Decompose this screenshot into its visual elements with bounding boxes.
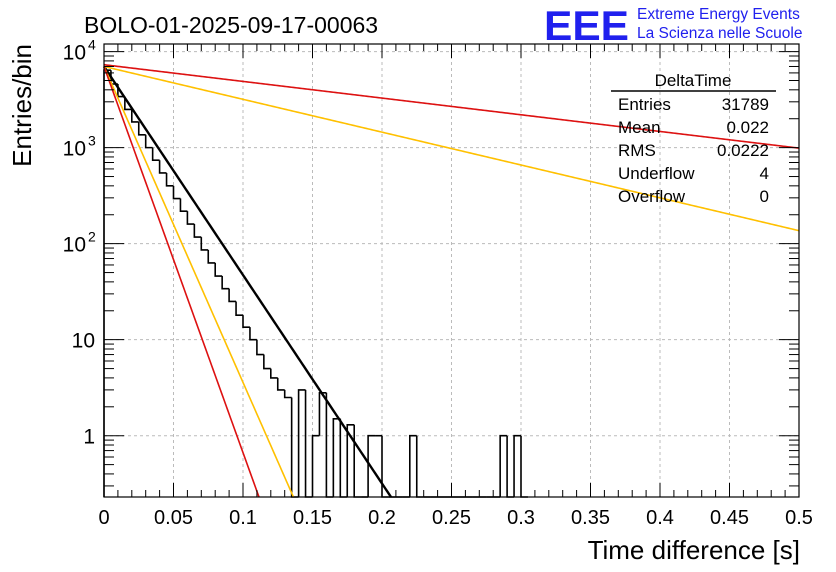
stats-label: Underflow [618,164,695,183]
fit-curve-lower-orange [103,66,295,498]
fit-curve-lower-red [103,66,260,498]
x-tick-label: 0.3 [507,507,535,529]
histogram-bin [270,368,278,379]
histogram-bin [513,434,521,497]
fit-curve-upper-red [103,63,800,149]
y-tick-label: 10 [63,42,86,65]
grid-lines [104,44,799,497]
logo-line-1: Extreme Energy Events [637,6,800,23]
x-tick-label: 0.2 [368,507,396,529]
x-tick-label: 0.05 [154,507,193,529]
x-tick-label: 0.15 [293,507,332,529]
histogram-bin [263,354,271,370]
histogram-bin [158,160,167,174]
y-tick-exponent: 2 [88,229,96,245]
histogram-bin [137,121,146,136]
histogram-bin [131,109,139,123]
x-tick-label: 0 [98,507,109,529]
histogram [103,69,528,498]
stats-value: 4 [760,164,769,183]
histogram-bin [242,315,250,328]
y-axis-ticks [104,51,799,487]
histogram-bin [283,389,292,399]
histogram-bin [186,211,195,225]
y-tick-exponent: 3 [88,133,96,149]
histogram-bin [200,237,209,251]
x-tick-label: 0.45 [710,507,749,529]
y-tick-label: 10 [63,234,86,257]
histogram-bin [506,435,515,498]
x-tick-label: 0.25 [432,507,471,529]
histogram-bin [311,434,320,497]
x-tick-label: 0.1 [229,507,257,529]
logo-line-2: La Scienza nelle Scuole [637,25,802,42]
histogram-bin [193,224,202,238]
histogram-bin [151,147,160,161]
chart-title: BOLO-01-2025-09-17-00063 [84,12,378,38]
stats-title: DeltaTime [655,71,732,90]
histogram-bin [276,377,285,391]
histogram-bin [415,435,424,498]
histogram-bin [228,288,237,303]
stats-label: RMS [618,141,656,160]
x-tick-label: 0.4 [646,507,674,529]
histogram-bin [256,339,264,356]
stats-box: DeltaTime Entries 31789 Mean 0.022 RMS 0.0222… [611,71,776,206]
histogram-bin [304,389,313,498]
y-tick-label: 10 [63,138,86,161]
histogram-bin [318,391,327,436]
y-tick-label: 1 [83,426,95,449]
stats-value: 31789 [722,95,769,114]
stats-value: 0 [760,187,769,206]
y-tick-exponent: 4 [88,37,96,53]
histogram-bin [221,276,230,290]
stats-label: Entries [618,95,671,114]
histogram-bin [235,301,243,316]
histogram-bin [124,96,132,111]
stats-label: Overflow [618,187,686,206]
histogram-bin [144,134,153,149]
histogram-bin [165,172,174,187]
eee-logo: EEE Extreme Energy Events La Scienza nel… [544,2,802,49]
histogram-bin [297,389,306,497]
histogram-bin [409,434,417,497]
fit-curve-upper-orange [103,65,800,232]
stats-value: 0.0222 [717,141,769,160]
stats-value: 0.022 [726,118,769,137]
histogram-bin [172,185,181,200]
histogram-bin [367,434,376,497]
histogram-bin [249,327,257,341]
histogram-bin [214,262,223,277]
fit-curves [103,63,800,498]
x-tick-label: 0.5 [785,507,813,529]
x-axis-label: Time difference [s] [588,535,800,565]
x-tick-label: 0.35 [571,507,610,529]
y-axis-label: Entries/bin [7,44,37,167]
histogram-bin [290,397,299,498]
stats-label: Mean [618,118,661,137]
x-tick-labels: 0 0.05 0.1 0.15 0.2 0.25 0.3 0.35 0.4 0.45 0.5 [98,507,812,529]
histogram-bin [332,418,341,497]
histogram-bin [207,249,216,264]
logo-mark: EEE [544,2,629,49]
y-tick-label: 10 [72,330,95,353]
histogram-bin [346,423,355,497]
histogram-bin [103,69,111,497]
histogram-bin [499,434,508,497]
x-axis-ticks [103,44,800,497]
histogram-bin [520,435,528,498]
histogram-bin [179,198,188,212]
fit-curve-fit [103,65,392,498]
